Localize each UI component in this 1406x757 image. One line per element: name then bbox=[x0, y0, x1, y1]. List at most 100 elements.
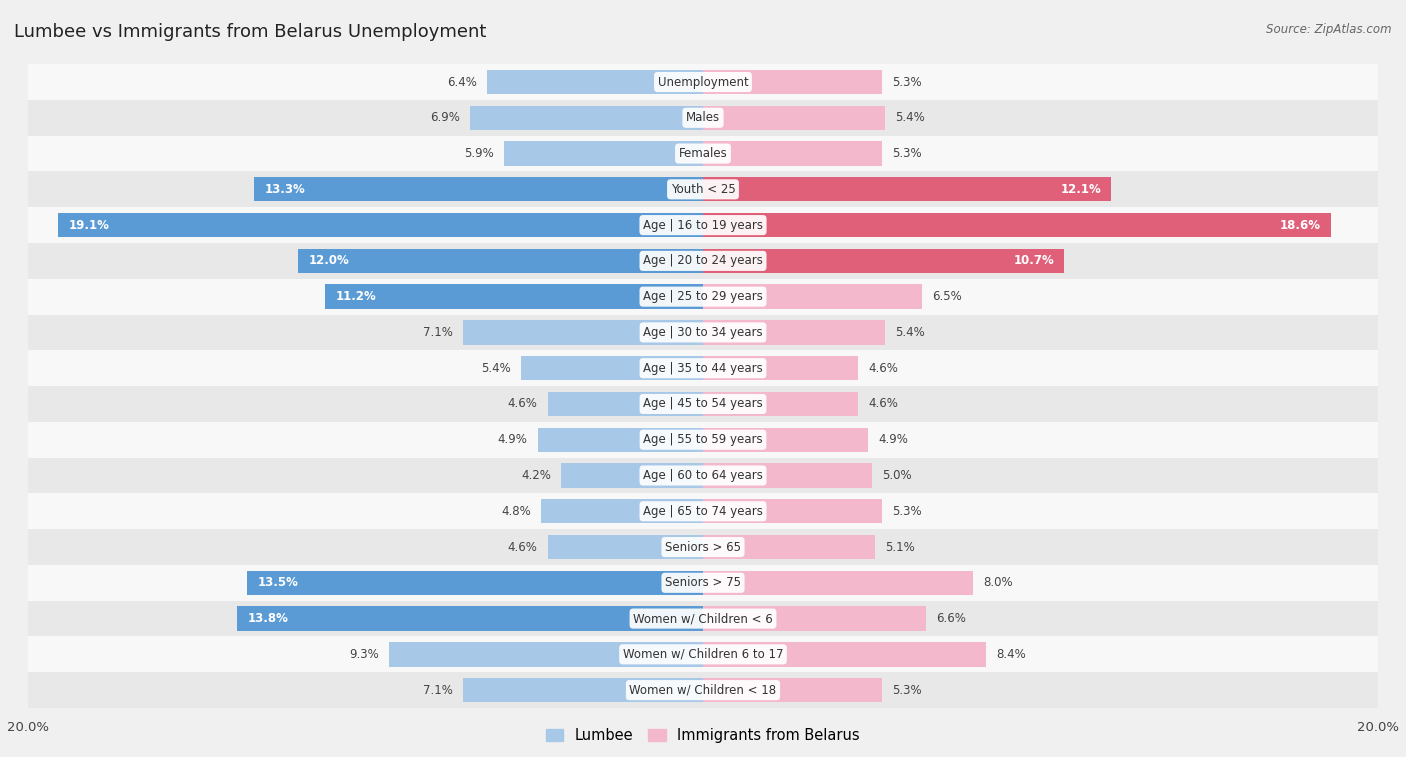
Text: 9.3%: 9.3% bbox=[349, 648, 380, 661]
Text: 11.2%: 11.2% bbox=[335, 290, 375, 303]
Bar bbox=[703, 678, 882, 702]
Text: Age | 30 to 34 years: Age | 30 to 34 years bbox=[643, 326, 763, 339]
Text: Males: Males bbox=[686, 111, 720, 124]
Text: 12.1%: 12.1% bbox=[1060, 183, 1101, 196]
Bar bbox=[28, 386, 1378, 422]
Text: 4.9%: 4.9% bbox=[498, 433, 527, 446]
Bar bbox=[28, 171, 1378, 207]
Bar bbox=[28, 529, 1378, 565]
Text: Youth < 25: Youth < 25 bbox=[671, 183, 735, 196]
Text: Age | 60 to 64 years: Age | 60 to 64 years bbox=[643, 469, 763, 482]
Bar bbox=[28, 243, 1378, 279]
Text: 13.8%: 13.8% bbox=[247, 612, 288, 625]
Text: 4.6%: 4.6% bbox=[508, 540, 537, 553]
Bar bbox=[254, 177, 703, 201]
Bar bbox=[486, 70, 703, 94]
Text: 12.0%: 12.0% bbox=[308, 254, 349, 267]
Bar bbox=[703, 70, 882, 94]
Text: 8.0%: 8.0% bbox=[983, 576, 1012, 589]
Bar bbox=[703, 356, 858, 380]
Text: 8.4%: 8.4% bbox=[997, 648, 1026, 661]
Text: 5.4%: 5.4% bbox=[896, 111, 925, 124]
Bar bbox=[28, 207, 1378, 243]
Bar bbox=[28, 494, 1378, 529]
Bar bbox=[703, 320, 886, 344]
Text: Age | 55 to 59 years: Age | 55 to 59 years bbox=[643, 433, 763, 446]
Text: 5.3%: 5.3% bbox=[891, 505, 921, 518]
Bar bbox=[703, 535, 875, 559]
Text: 6.9%: 6.9% bbox=[430, 111, 460, 124]
Text: 5.0%: 5.0% bbox=[882, 469, 911, 482]
Text: 5.1%: 5.1% bbox=[886, 540, 915, 553]
Bar bbox=[247, 571, 703, 595]
Text: 6.4%: 6.4% bbox=[447, 76, 477, 89]
Bar bbox=[703, 428, 869, 452]
Bar bbox=[28, 64, 1378, 100]
Text: 5.4%: 5.4% bbox=[896, 326, 925, 339]
Bar bbox=[703, 213, 1330, 237]
Bar bbox=[703, 177, 1111, 201]
Text: 4.2%: 4.2% bbox=[522, 469, 551, 482]
Bar bbox=[325, 285, 703, 309]
Bar bbox=[28, 458, 1378, 494]
Bar bbox=[28, 601, 1378, 637]
Bar bbox=[537, 428, 703, 452]
Bar bbox=[703, 571, 973, 595]
Bar bbox=[28, 422, 1378, 458]
Bar bbox=[703, 606, 925, 631]
Bar bbox=[28, 279, 1378, 314]
Bar bbox=[28, 637, 1378, 672]
Text: 7.1%: 7.1% bbox=[423, 326, 453, 339]
Bar bbox=[238, 606, 703, 631]
Bar bbox=[28, 100, 1378, 136]
Bar bbox=[703, 499, 882, 523]
Text: Age | 16 to 19 years: Age | 16 to 19 years bbox=[643, 219, 763, 232]
Bar bbox=[703, 106, 886, 130]
Text: 18.6%: 18.6% bbox=[1279, 219, 1320, 232]
Text: Women w/ Children < 18: Women w/ Children < 18 bbox=[630, 684, 776, 696]
Bar bbox=[470, 106, 703, 130]
Text: 4.9%: 4.9% bbox=[879, 433, 908, 446]
Bar bbox=[541, 499, 703, 523]
Text: 13.3%: 13.3% bbox=[264, 183, 305, 196]
Bar bbox=[703, 142, 882, 166]
Text: 19.1%: 19.1% bbox=[69, 219, 110, 232]
Text: Seniors > 65: Seniors > 65 bbox=[665, 540, 741, 553]
Bar bbox=[28, 314, 1378, 350]
Bar bbox=[28, 136, 1378, 171]
Bar bbox=[548, 392, 703, 416]
Bar bbox=[503, 142, 703, 166]
Text: Women w/ Children 6 to 17: Women w/ Children 6 to 17 bbox=[623, 648, 783, 661]
Legend: Lumbee, Immigrants from Belarus: Lumbee, Immigrants from Belarus bbox=[546, 728, 860, 743]
Text: 7.1%: 7.1% bbox=[423, 684, 453, 696]
Text: 5.3%: 5.3% bbox=[891, 147, 921, 160]
Bar bbox=[520, 356, 703, 380]
Bar bbox=[548, 535, 703, 559]
Text: 5.4%: 5.4% bbox=[481, 362, 510, 375]
Bar bbox=[28, 672, 1378, 708]
Bar bbox=[298, 249, 703, 273]
Text: 13.5%: 13.5% bbox=[257, 576, 298, 589]
Text: Unemployment: Unemployment bbox=[658, 76, 748, 89]
Text: Age | 65 to 74 years: Age | 65 to 74 years bbox=[643, 505, 763, 518]
Bar bbox=[703, 392, 858, 416]
Text: Age | 45 to 54 years: Age | 45 to 54 years bbox=[643, 397, 763, 410]
Bar bbox=[28, 565, 1378, 601]
Text: 6.6%: 6.6% bbox=[936, 612, 966, 625]
Text: Women w/ Children < 6: Women w/ Children < 6 bbox=[633, 612, 773, 625]
Text: 5.3%: 5.3% bbox=[891, 76, 921, 89]
Text: Seniors > 75: Seniors > 75 bbox=[665, 576, 741, 589]
Text: Females: Females bbox=[679, 147, 727, 160]
Bar bbox=[389, 642, 703, 666]
Bar bbox=[464, 320, 703, 344]
Text: Age | 35 to 44 years: Age | 35 to 44 years bbox=[643, 362, 763, 375]
Bar bbox=[59, 213, 703, 237]
Text: 5.9%: 5.9% bbox=[464, 147, 494, 160]
Bar bbox=[703, 285, 922, 309]
Bar bbox=[703, 642, 987, 666]
Bar bbox=[703, 249, 1064, 273]
Bar bbox=[703, 463, 872, 488]
Bar bbox=[561, 463, 703, 488]
Bar bbox=[28, 350, 1378, 386]
Text: Age | 25 to 29 years: Age | 25 to 29 years bbox=[643, 290, 763, 303]
